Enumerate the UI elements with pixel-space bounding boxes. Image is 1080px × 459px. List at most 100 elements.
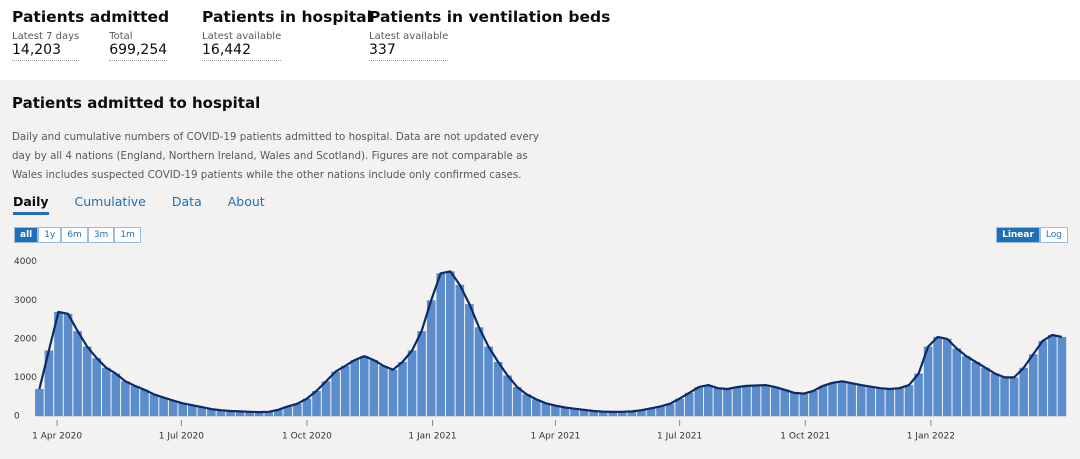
bar xyxy=(283,406,293,416)
scale-button[interactable]: Linear xyxy=(996,227,1040,243)
tab[interactable]: Data xyxy=(171,194,202,209)
bar xyxy=(417,331,426,416)
bar xyxy=(608,411,618,416)
bar xyxy=(197,407,207,416)
card-description: Daily and cumulative numbers of COVID-19… xyxy=(12,131,540,181)
bar xyxy=(54,311,63,416)
bar xyxy=(484,346,493,416)
bar xyxy=(799,393,809,416)
bar xyxy=(971,362,981,416)
stat-block: Patients in ventilation beds Latest avail… xyxy=(369,8,610,61)
y-tick-label: 1000 xyxy=(14,373,37,383)
stats-header: Patients admitted Latest 7 days 14,203 Tota… xyxy=(0,0,1080,80)
bar xyxy=(818,385,828,416)
bar xyxy=(933,336,942,416)
bar xyxy=(446,271,455,416)
y-tick-label: 3000 xyxy=(14,296,37,306)
bar xyxy=(82,346,92,416)
bar xyxy=(1057,336,1067,416)
bar xyxy=(981,367,990,416)
chart: 0 1000 2000 3000 4000 1 Apr 2020 1 Jul 2020 1 O… xyxy=(14,257,1067,442)
bar xyxy=(780,389,790,416)
bar xyxy=(866,386,876,416)
bar xyxy=(235,411,245,416)
range-button[interactable]: 1y xyxy=(38,227,62,243)
bar xyxy=(293,403,302,416)
bar xyxy=(111,373,121,416)
bar xyxy=(302,398,312,416)
bar xyxy=(207,409,216,416)
bar xyxy=(856,385,866,416)
bar xyxy=(732,387,742,416)
tab[interactable]: About xyxy=(227,194,265,209)
bar xyxy=(44,350,54,416)
stat-value: 14,203 xyxy=(12,42,80,61)
range-button[interactable]: 1m xyxy=(114,227,141,243)
bar xyxy=(92,358,101,416)
bar xyxy=(159,397,168,416)
bar xyxy=(1038,340,1048,416)
bar xyxy=(713,388,723,416)
bar xyxy=(790,392,799,416)
stat-item: Total 699,254 xyxy=(109,31,168,61)
range-button[interactable]: all xyxy=(14,227,39,243)
bar xyxy=(168,400,178,416)
tab[interactable]: Daily xyxy=(13,194,49,215)
stat-items: Latest 7 days 14,203 Total 699,254 xyxy=(12,31,169,61)
bar xyxy=(503,375,512,416)
bar xyxy=(541,403,551,416)
scale-button[interactable]: Log xyxy=(1039,227,1068,243)
x-tick-label: 1 Jul 2020 xyxy=(159,432,204,442)
bar xyxy=(551,405,560,416)
stat-title: Patients in ventilation beds xyxy=(369,8,611,26)
bar xyxy=(1028,354,1038,416)
bar xyxy=(73,331,82,416)
bar xyxy=(63,313,73,416)
bar xyxy=(140,389,149,416)
bar xyxy=(340,365,350,416)
bar xyxy=(904,385,914,416)
bar xyxy=(560,407,570,416)
bar xyxy=(121,381,130,416)
x-tick-label: 1 Apr 2021 xyxy=(530,432,580,442)
range-buttons: all 1y 6m 3m 1m xyxy=(14,227,141,243)
bar xyxy=(331,371,340,416)
bar xyxy=(637,410,646,416)
bar xyxy=(264,411,273,416)
bar xyxy=(656,406,665,416)
range-button[interactable]: 6m xyxy=(61,227,88,243)
bar xyxy=(1000,377,1009,416)
average-line xyxy=(38,270,1063,414)
bar xyxy=(942,338,952,416)
bar xyxy=(379,365,388,416)
bar xyxy=(35,389,44,416)
bar xyxy=(704,385,713,416)
bar xyxy=(465,304,474,416)
stat-block: Patients admitted Latest 7 days 14,203 Tota… xyxy=(12,8,169,61)
chart-card: Patients admitted to hospital Daily and … xyxy=(0,80,1080,459)
bar xyxy=(618,411,627,416)
tab[interactable]: Cumulative xyxy=(74,194,146,209)
bar xyxy=(321,381,331,416)
bar xyxy=(675,398,684,416)
bar xyxy=(809,390,818,416)
bar xyxy=(312,390,321,416)
bar xyxy=(398,362,407,416)
stat-title: Patients admitted xyxy=(12,8,170,26)
y-tick-label: 4000 xyxy=(14,257,37,267)
bar xyxy=(962,356,971,416)
x-tick-label: 1 Jul 2021 xyxy=(657,432,702,442)
y-tick-label: 2000 xyxy=(14,334,37,344)
stat-value: 699,254 xyxy=(109,42,168,61)
y-tick-label: 0 xyxy=(14,412,20,422)
range-button[interactable]: 3m xyxy=(87,227,115,243)
bar xyxy=(522,394,532,416)
bar xyxy=(101,367,111,416)
bar xyxy=(350,360,360,416)
stat-label: Latest 7 days xyxy=(12,31,80,42)
x-tick-label: 1 Jan 2022 xyxy=(907,432,955,442)
bar xyxy=(407,350,417,416)
stat-item: Latest available 16,442 xyxy=(202,31,282,61)
bar xyxy=(254,412,264,416)
